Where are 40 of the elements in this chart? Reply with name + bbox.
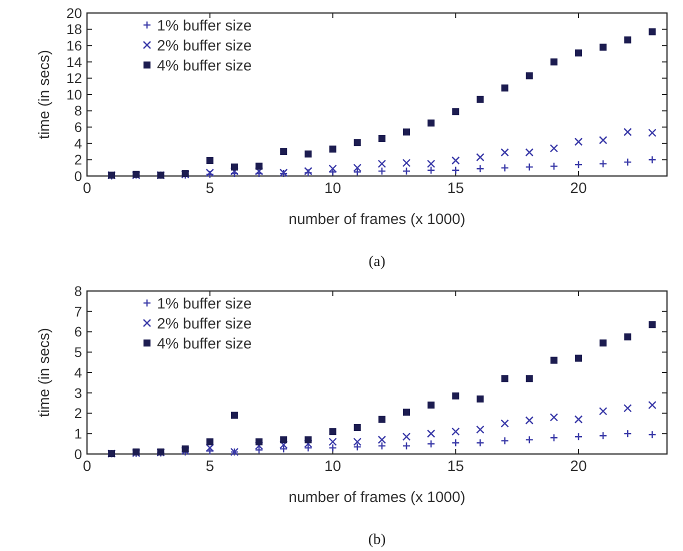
y-tick-label: 8	[74, 102, 82, 119]
y-tick-label: 20	[66, 4, 82, 21]
text: (b)	[368, 532, 386, 548]
y-tick-label: 18	[66, 21, 82, 38]
y-tick-label: 12	[66, 70, 82, 86]
y-tick-label: 8	[74, 282, 82, 299]
y-tick-label: 6	[74, 324, 82, 340]
y-tick-label: 3	[74, 384, 82, 401]
x-axis-title: number of frames (x 1000)	[288, 211, 466, 228]
x-axis-title: number of frames (x 1000)	[288, 489, 466, 506]
x-tick-label: 20	[570, 180, 587, 197]
y-tick-label: 4	[74, 364, 82, 380]
y-tick-label: 5	[74, 344, 82, 360]
x-tick-label: 10	[324, 458, 342, 475]
y-axis-title: time (in secs)	[36, 50, 53, 140]
x-tick-label: 5	[206, 458, 214, 475]
y-tick-label: 6	[74, 119, 82, 135]
legend-label: 1% buffer size	[157, 295, 252, 312]
legend-label: 4% buffer size	[157, 57, 252, 74]
y-tick-label: 16	[66, 38, 82, 54]
y-tick-label: 4	[74, 135, 82, 152]
y-tick-label: 0	[74, 168, 82, 184]
text: (a)	[368, 254, 386, 270]
legend-label: 2% buffer size	[157, 315, 252, 332]
y-tick-label: 0	[74, 446, 82, 462]
x-tick-label: 15	[447, 458, 464, 475]
y-tick-label: 1	[74, 426, 82, 442]
y-tick-label: 2	[74, 405, 82, 422]
y-tick-label: 10	[66, 86, 82, 102]
y-axis-title: time (in secs)	[36, 328, 53, 418]
y-tick-label: 2	[74, 152, 82, 168]
y-tick-label: 7	[74, 303, 82, 320]
x-tick-label: 15	[447, 180, 464, 197]
legend-label: 2% buffer size	[157, 37, 252, 54]
x-tick-label: 20	[570, 458, 587, 475]
x-tick-label: 10	[324, 180, 342, 197]
x-tick-label: 5	[206, 180, 214, 197]
y-tick-label: 14	[66, 54, 82, 70]
legend-label: 4% buffer size	[157, 335, 252, 352]
legend-label: 1% buffer size	[157, 17, 252, 34]
